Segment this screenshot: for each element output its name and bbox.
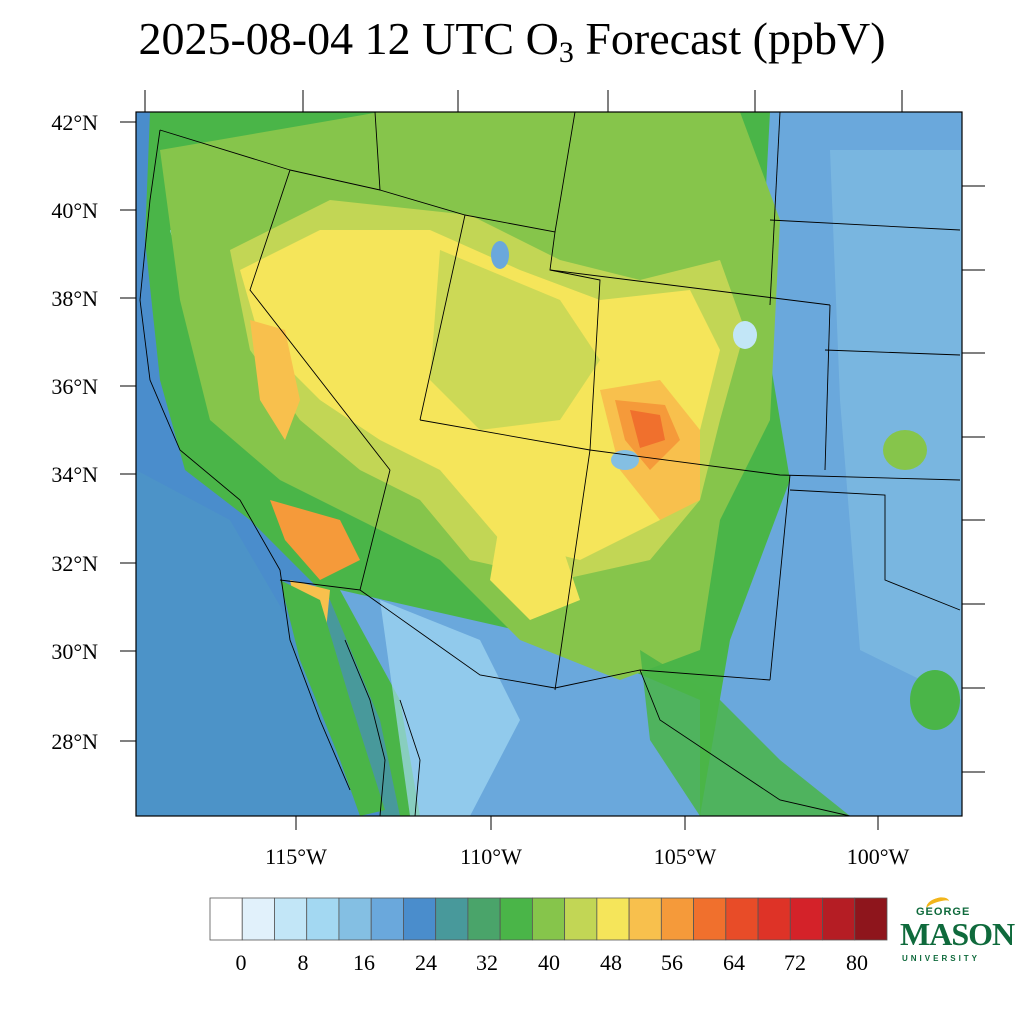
colorbar-swatch — [274, 897, 308, 941]
gmu-logo: GEORGE MASON UNIVERSITY — [896, 894, 1015, 976]
colorbar-swatch — [660, 897, 694, 941]
colorbar-swatch — [338, 897, 372, 941]
colorbar-label: 8 — [298, 950, 309, 975]
map-title: 2025-08-04 12 UTC O3 Forecast (ppbV) — [138, 13, 886, 69]
colorbar-swatch — [403, 897, 437, 941]
lat-label: 42°N — [51, 110, 98, 135]
colorbar-swatch — [435, 897, 469, 941]
ozone-field — [136, 112, 962, 816]
colorbar-labels: 0 8 16 24 32 40 48 56 64 72 80 — [236, 950, 869, 975]
lon-label: 115°W — [265, 844, 327, 869]
colorbar-label: 72 — [784, 950, 806, 975]
lon-label: 105°W — [654, 844, 717, 869]
longitude-labels: 115°W 110°W 105°W 100°W — [265, 844, 909, 869]
colorbar-swatch — [854, 897, 888, 941]
logo-line-3: UNIVERSITY — [902, 954, 981, 963]
lon-label: 100°W — [847, 844, 910, 869]
colorbar-label: 56 — [661, 950, 683, 975]
map-frame — [135, 111, 963, 817]
axis-ticks — [120, 90, 985, 830]
colorbar-swatch — [789, 897, 823, 941]
colorbar-swatch — [499, 897, 533, 941]
colorbar-swatch — [822, 897, 856, 941]
colorbar-label: 32 — [476, 950, 498, 975]
lat-label: 28°N — [51, 729, 98, 754]
colorbar-label: 80 — [846, 950, 868, 975]
colorbar-label: 64 — [723, 950, 745, 975]
logo-line-2: MASON — [900, 916, 1015, 952]
colorbar: 0 8 16 24 32 40 48 56 64 72 80 — [209, 897, 888, 975]
colorbar-swatch — [757, 897, 791, 941]
colorbar-swatch — [241, 897, 275, 941]
lat-label: 36°N — [51, 374, 98, 399]
lat-label: 34°N — [51, 462, 98, 487]
colorbar-label: 0 — [236, 950, 247, 975]
political-boundaries — [139, 111, 961, 817]
colorbar-swatch — [693, 897, 727, 941]
colorbar-label: 24 — [415, 950, 437, 975]
colorbar-swatch — [370, 897, 404, 941]
colorbar-swatch — [564, 897, 598, 941]
colorbar-label: 48 — [600, 950, 622, 975]
lat-label: 30°N — [51, 639, 98, 664]
colorbar-swatch — [628, 897, 662, 941]
lat-label: 32°N — [51, 551, 98, 576]
colorbar-swatch — [596, 897, 630, 941]
colorbar-swatch — [725, 897, 759, 941]
colorbar-swatch — [209, 897, 243, 941]
latitude-labels: 42°N 40°N 38°N 36°N 34°N 32°N 30°N 28°N — [51, 110, 98, 754]
lat-label: 38°N — [51, 286, 98, 311]
colorbar-label: 16 — [353, 950, 375, 975]
colorbar-swatch — [531, 897, 566, 941]
colorbar-label: 40 — [538, 950, 560, 975]
lon-label: 110°W — [460, 844, 522, 869]
logo-line-1: GEORGE — [916, 906, 971, 918]
colorbar-swatch — [306, 897, 340, 941]
colorbar-swatch — [467, 897, 501, 941]
lat-label: 40°N — [51, 198, 98, 223]
colorbar-boxes — [209, 897, 888, 941]
